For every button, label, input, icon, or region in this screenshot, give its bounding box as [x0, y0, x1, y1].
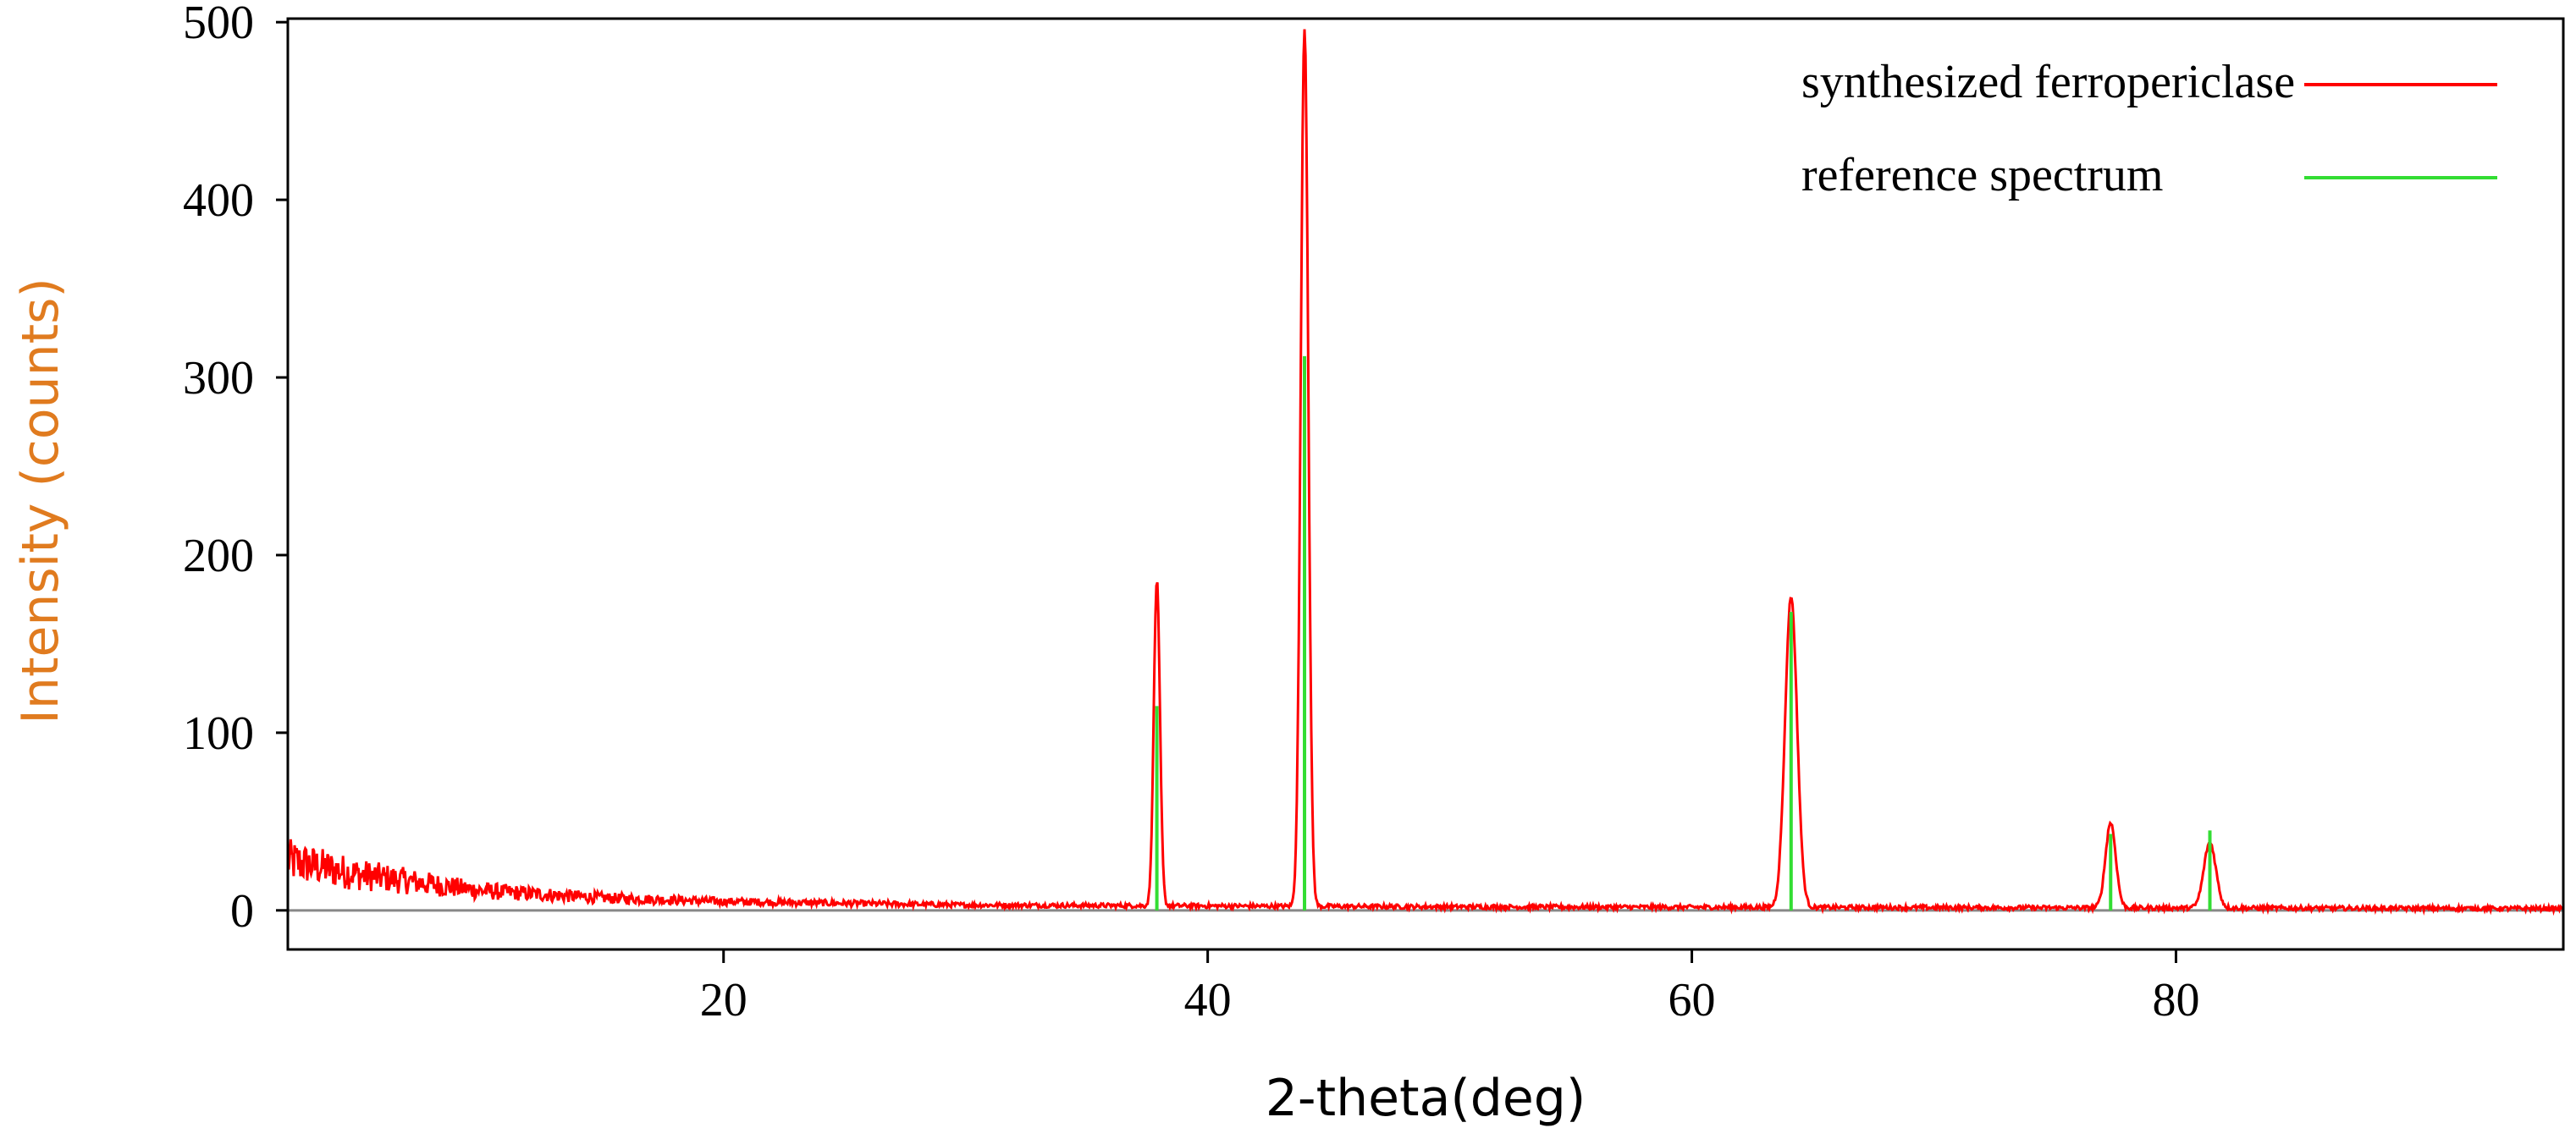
- y-tick-label: 0: [230, 885, 254, 938]
- y-axis-ticks: 0 100 200 300 400 500: [183, 0, 288, 938]
- plot-frame: [286, 17, 2565, 951]
- legend: synthesized ferropericlase reference spec…: [1801, 56, 2497, 201]
- series-line-synthesized-ferropericlase: [286, 29, 2564, 916]
- x-tick-label: 20: [700, 974, 747, 1026]
- y-tick-label: 400: [183, 174, 254, 227]
- y-tick-label: 300: [183, 352, 254, 404]
- x-tick-label: 40: [1184, 974, 1232, 1026]
- y-axis-title: Intensity (counts): [11, 278, 70, 724]
- legend-label: synthesized ferropericlase: [1801, 56, 2295, 108]
- y-tick-label: 100: [183, 707, 254, 760]
- x-axis-title: 2-theta(deg): [1266, 1069, 1586, 1128]
- x-tick-label: 60: [1669, 974, 1716, 1026]
- y-tick-label: 500: [183, 0, 254, 49]
- y-tick-label: 200: [183, 530, 254, 582]
- x-axis-ticks: 20 40 60 80: [700, 949, 2199, 1026]
- x-tick-label: 80: [2152, 974, 2199, 1026]
- plot-series: [286, 29, 2564, 916]
- legend-label: reference spectrum: [1801, 149, 2164, 201]
